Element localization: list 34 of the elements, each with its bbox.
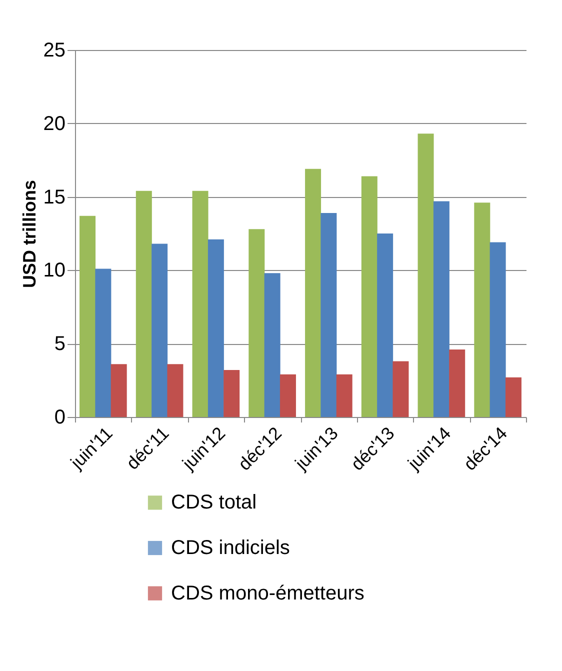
bar: [377, 234, 394, 417]
y-tick-label: 25: [43, 40, 66, 62]
bar: [490, 242, 506, 417]
bar: [361, 176, 378, 417]
bar: [418, 134, 434, 417]
bar: [136, 190, 152, 417]
y-tick-label: 10: [43, 260, 66, 282]
bar: [208, 239, 224, 417]
bar: [392, 361, 409, 417]
bar: [248, 229, 265, 417]
y-tick-label: 20: [43, 112, 66, 135]
bar: [305, 168, 322, 417]
y-tick-label: 0: [54, 406, 66, 428]
bar: [336, 374, 352, 417]
bar: [152, 244, 168, 417]
bar: [110, 364, 127, 417]
bar: [264, 273, 280, 417]
bar: [505, 377, 522, 417]
legend-label: CDS total: [171, 492, 257, 514]
bar: [433, 201, 450, 417]
bar: [280, 374, 296, 417]
bar: [224, 370, 240, 417]
bar: [80, 216, 96, 417]
y-axis-title: USD trillions: [19, 180, 40, 288]
legend-label: CDS indiciels: [171, 537, 290, 559]
bar: [474, 202, 490, 417]
bar: [320, 212, 337, 417]
bar: [95, 268, 112, 417]
bar: [449, 349, 466, 417]
y-tick-label: 15: [43, 186, 66, 208]
bar: [192, 190, 208, 417]
y-tick-label: 5: [54, 333, 66, 356]
legend-label: CDS mono-émetteurs: [171, 582, 364, 604]
bar: [167, 364, 184, 417]
